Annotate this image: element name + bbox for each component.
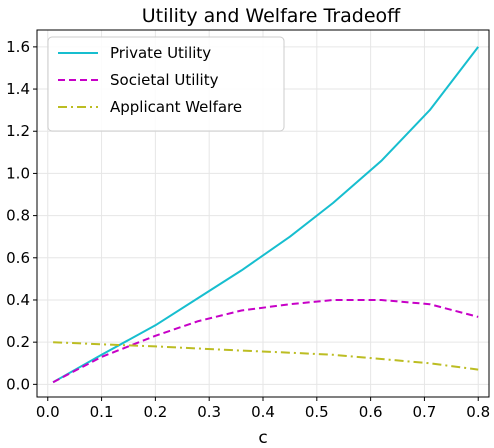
x-tick-label: 0.2 (143, 403, 167, 421)
y-tick-label: 0.0 (6, 375, 30, 393)
y-tick-label: 1.4 (6, 80, 30, 98)
chart-title: Utility and Welfare Tradeoff (142, 5, 401, 27)
y-tick-label: 1.6 (6, 38, 30, 56)
y-tick-label: 1.0 (6, 164, 30, 182)
legend-box (47, 36, 285, 132)
y-tick-label: 1.2 (6, 122, 30, 140)
legend-label-2: Societal Utility (110, 71, 219, 89)
x-tick-label: 0.7 (412, 403, 436, 421)
y-tick-label: 0.8 (6, 207, 30, 225)
x-tick-label: 0.1 (90, 403, 114, 421)
y-tick-label: 0.4 (6, 291, 30, 309)
series-line-2 (52, 299, 479, 384)
legend: Private Utility Societal Utility Applicant… (47, 36, 285, 132)
x-tick-label: 0.8 (466, 403, 490, 421)
y-tick-label: 0.2 (6, 333, 30, 351)
legend-label-1: Private Utility (110, 44, 211, 62)
x-tick-label: 0.5 (305, 403, 329, 421)
legend-label-3: Applicant Welfare (110, 98, 242, 116)
series-line-3 (53, 341, 479, 371)
x-axis-label: c (258, 428, 267, 448)
x-tick-label: 0.6 (359, 403, 383, 421)
series-line-1 (52, 46, 479, 384)
x-tick-label: 0.0 (36, 403, 60, 421)
ticks: 0.0 0.1 0.2 0.3 0.4 0.5 0.6 0.7 0.8 0.0 0.2 0.4 0.6 0… (6, 38, 490, 421)
y-tick-label: 0.6 (6, 249, 30, 267)
x-tick-label: 0.4 (251, 403, 275, 421)
series-layer (52, 46, 479, 384)
x-tick-label: 0.3 (197, 403, 221, 421)
